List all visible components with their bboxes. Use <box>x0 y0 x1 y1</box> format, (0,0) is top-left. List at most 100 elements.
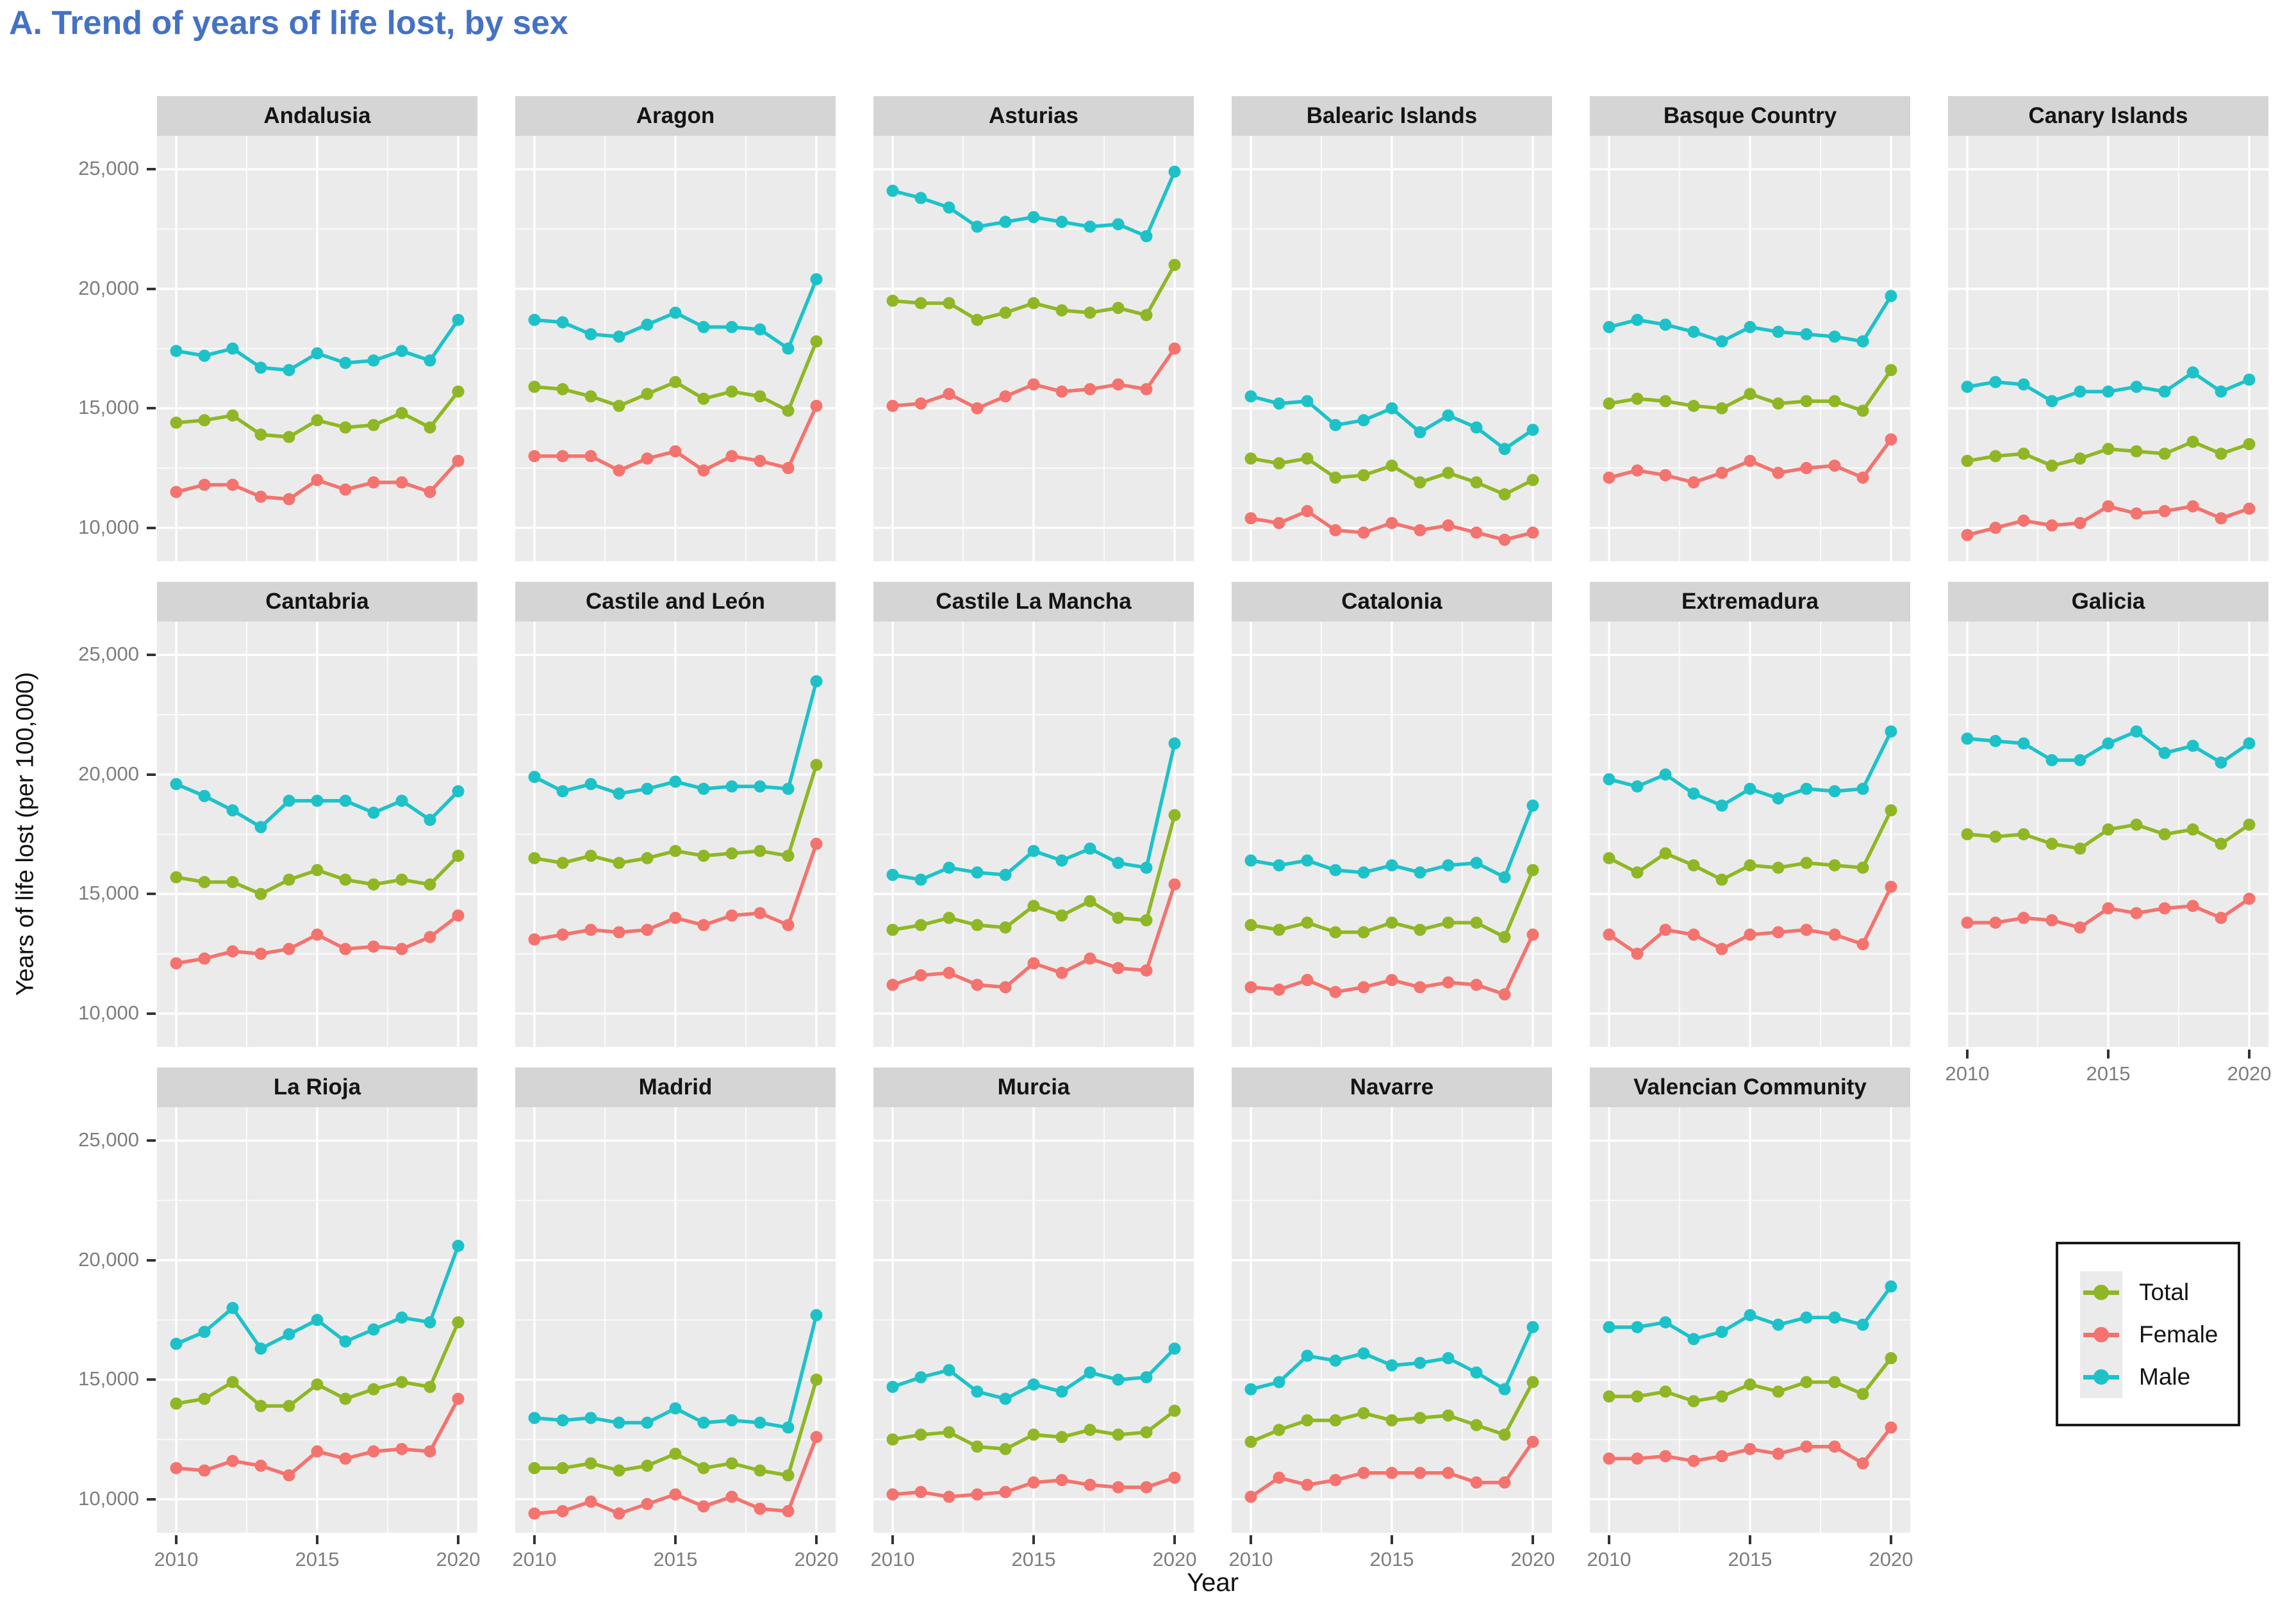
series-female <box>170 454 465 506</box>
facet-plot-area <box>1590 622 1910 1047</box>
x-axis-tick <box>674 1535 677 1544</box>
legend-key-total-icon <box>2080 1271 2122 1314</box>
series-total <box>528 335 823 417</box>
series-total <box>170 1316 465 1412</box>
x-axis-tick-label: 2020 <box>1152 1548 1197 1570</box>
facet-strip: Balearic Islands <box>1232 96 1552 136</box>
series-female <box>170 1392 465 1481</box>
x-axis-tick-label: 2010 <box>154 1548 199 1570</box>
facet-strip: Galicia <box>1948 582 2268 622</box>
facet-strip-label: Murcia <box>997 1075 1070 1100</box>
facet-strip-label: Andalusia <box>263 103 371 128</box>
y-axis-tick-label: 10,000 <box>78 515 139 538</box>
series-male <box>1244 390 1539 456</box>
series-male <box>1603 725 1897 812</box>
facet-strip-label: Galicia <box>2071 589 2145 614</box>
legend: Total Female Male <box>2056 1242 2240 1426</box>
facet-plot-area <box>157 622 477 1047</box>
series-male <box>170 313 465 377</box>
legend-entry-male: Male <box>2080 1356 2190 1398</box>
series-male <box>886 165 1181 243</box>
facet-strip: Basque Country <box>1590 96 1910 136</box>
y-axis-tick <box>147 1497 156 1501</box>
legend-entry-female: Female <box>2080 1314 2218 1356</box>
y-axis-tick-label: 15,000 <box>78 1367 139 1390</box>
facet-panel-aragon: Aragon <box>515 96 836 561</box>
facet-panel-catalonia: Catalonia <box>1232 582 1552 1047</box>
x-axis-tick-label: 2020 <box>794 1548 839 1570</box>
facet-panel-murcia: Murcia <box>873 1067 1194 1533</box>
y-axis-tick <box>147 654 156 657</box>
legend-label-total: Total <box>2139 1279 2190 1305</box>
facet-strip: Navarre <box>1232 1067 1552 1107</box>
x-axis-tick-label: 2020 <box>2227 1062 2272 1085</box>
x-axis-tick <box>891 1535 894 1544</box>
x-axis-tick-label: 2015 <box>2086 1062 2131 1085</box>
facet-strip: Castile and León <box>515 582 836 622</box>
facet-strip-label: La Rioja <box>273 1075 361 1100</box>
series-female <box>528 1431 823 1520</box>
series-female <box>886 342 1181 415</box>
y-axis-tick <box>147 1378 156 1381</box>
facet-plot-area <box>515 622 836 1047</box>
y-axis-tick-label: 10,000 <box>78 1001 139 1024</box>
facet-strip: Asturias <box>873 96 1194 136</box>
x-axis-tick <box>457 1535 459 1544</box>
facet-strip-label: Cantabria <box>265 589 369 614</box>
y-axis-tick <box>147 407 156 410</box>
facet-plot-area <box>1232 136 1552 561</box>
y-axis-tick <box>147 287 156 290</box>
series-male <box>1603 290 1897 348</box>
x-axis-tick-label: 2020 <box>1510 1548 1555 1570</box>
y-axis-tick-label: 25,000 <box>78 1128 139 1151</box>
x-axis-tick <box>1749 1535 1751 1544</box>
facet-plot-area <box>1948 622 2268 1047</box>
facet-panel-asturias: Asturias <box>873 96 1194 561</box>
series-total <box>886 809 1181 936</box>
facet-strip-label: Aragon <box>636 103 715 128</box>
facet-plot-area <box>873 136 1194 561</box>
series-total <box>1961 818 2256 855</box>
legend-label-female: Female <box>2139 1321 2218 1347</box>
series-male <box>170 1239 465 1355</box>
x-axis-tick-label: 2010 <box>512 1548 557 1570</box>
legend-entry-total: Total <box>2080 1271 2189 1314</box>
facet-strip: Aragon <box>515 96 836 136</box>
facet-strip: Cantabria <box>157 582 477 622</box>
facet-panel-cantabria: Cantabria <box>157 582 477 1047</box>
y-axis-tick-label: 15,000 <box>78 882 139 905</box>
series-male <box>1244 1321 1539 1396</box>
facet-plot-area <box>1948 136 2268 561</box>
facet-strip: Castile La Mancha <box>873 582 1194 622</box>
facet-strip-label: Extremadura <box>1681 589 1819 614</box>
x-axis-tick <box>1608 1535 1610 1544</box>
facet-strip-label: Castile La Mancha <box>936 589 1132 614</box>
facet-strip: Madrid <box>515 1067 836 1107</box>
y-axis-tick-label: 25,000 <box>78 157 139 180</box>
facet-panel-canary-islands: Canary Islands <box>1948 96 2268 561</box>
series-female <box>1603 1421 1897 1470</box>
y-axis-title: Years of life lost (per 100,000) <box>12 672 39 996</box>
facet-panel-extremadura: Extremadura <box>1590 582 1910 1047</box>
facet-panel-valencian-community: Valencian Community <box>1590 1067 1910 1533</box>
facet-strip: Andalusia <box>157 96 477 136</box>
facet-plot-area <box>515 1107 836 1533</box>
series-male <box>886 737 1181 886</box>
facet-strip-label: Balearic Islands <box>1306 103 1478 128</box>
x-axis-tick-label: 2010 <box>1228 1548 1273 1570</box>
facet-strip-label: Madrid <box>638 1075 713 1100</box>
facet-panel-basque-country: Basque Country <box>1590 96 1910 561</box>
series-total <box>1244 452 1539 501</box>
legend-label-male: Male <box>2139 1364 2191 1390</box>
facet-plot-area <box>1232 1107 1552 1533</box>
series-total <box>1603 364 1897 417</box>
x-axis-tick-label: 2015 <box>1011 1548 1056 1570</box>
facet-panel-navarre: Navarre <box>1232 1067 1552 1533</box>
series-total <box>170 850 465 900</box>
series-male <box>1961 725 2256 769</box>
facet-plot-area <box>157 1107 477 1533</box>
series-female <box>528 837 823 946</box>
series-male <box>528 1309 823 1434</box>
x-axis-tick-label: 2010 <box>1587 1548 1631 1570</box>
